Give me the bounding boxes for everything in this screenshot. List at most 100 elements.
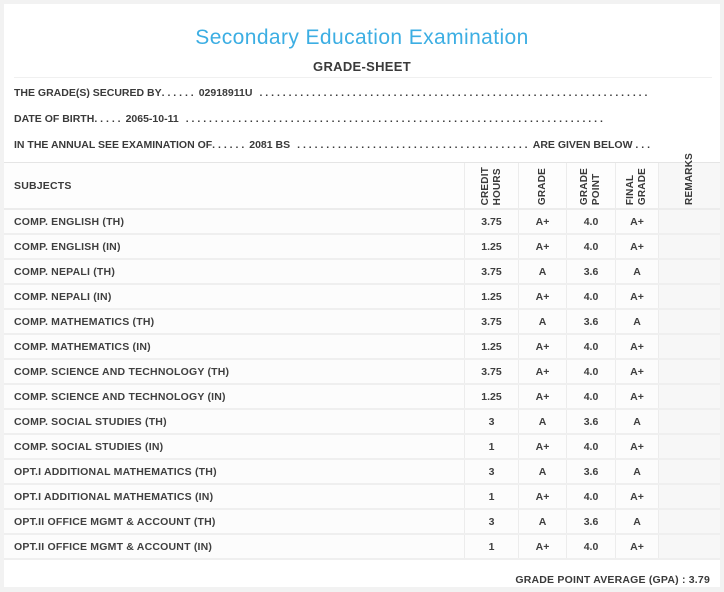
grade-cell: A+ <box>518 235 566 258</box>
final-grade-cell: A <box>615 460 658 483</box>
dot-leader: . . . . . . <box>212 139 245 151</box>
grade-cell: A+ <box>518 360 566 383</box>
final-grade-cell: A+ <box>615 335 658 358</box>
examination-year-value: 2081 BS <box>249 139 291 151</box>
grade-point-cell: 4.0 <box>566 210 615 233</box>
table-row: COMP. NEPALI (IN) 1.25 A+ 4.0 A+ <box>4 285 720 310</box>
remarks-cell <box>658 260 720 283</box>
final-grade-cell: A+ <box>615 385 658 408</box>
grade-column-header: GRADE <box>518 163 566 208</box>
grade-point-cell: 3.6 <box>566 410 615 433</box>
grade-cell: A <box>518 510 566 533</box>
final-grade-cell: A <box>615 410 658 433</box>
table-row: OPT.II OFFICE MGMT & ACCOUNT (IN) 1 A+ 4… <box>4 535 720 560</box>
remarks-cell <box>658 435 720 458</box>
grade-point-cell: 4.0 <box>566 360 615 383</box>
remarks-cell <box>658 285 720 308</box>
credit-hours-cell: 1 <box>464 435 518 458</box>
subjects-column-header: SUBJECTS <box>14 179 72 192</box>
final-grade-cell: A <box>615 310 658 333</box>
credit-hours-cell: 3 <box>464 510 518 533</box>
credit-hours-cell: 3.75 <box>464 260 518 283</box>
grade-table-header: SUBJECTS CREDIT HOURS GRADE GRADE POINT … <box>4 153 720 210</box>
table-row: COMP. MATHEMATICS (IN) 1.25 A+ 4.0 A+ <box>4 335 720 360</box>
credit-hours-cell: 1.25 <box>464 335 518 358</box>
table-row: OPT.I ADDITIONAL MATHEMATICS (TH) 3 A 3.… <box>4 460 720 485</box>
grade-cell: A+ <box>518 435 566 458</box>
grade-point-column-header: GRADE POINT <box>566 163 615 208</box>
info-label: IN THE ANNUAL SEE EXAMINATION OF <box>14 139 213 151</box>
grade-point-cell: 3.6 <box>566 260 615 283</box>
date-of-birth-value: 2065-10-11 <box>125 113 179 125</box>
subject-cell: COMP. SCIENCE AND TECHNOLOGY (IN) <box>14 390 226 403</box>
info-label: THE GRADE(S) SECURED BY <box>14 87 162 99</box>
final-grade-cell: A+ <box>615 360 658 383</box>
final-grade-cell: A <box>615 510 658 533</box>
grade-point-cell: 4.0 <box>566 335 615 358</box>
final-grade-cell: A+ <box>615 235 658 258</box>
subject-cell: COMP. MATHEMATICS (TH) <box>14 315 155 328</box>
credit-hours-cell: 3.75 <box>464 210 518 233</box>
remarks-cell <box>658 360 720 383</box>
grade-point-cell: 4.0 <box>566 285 615 308</box>
dot-leader: . . . . . . <box>161 87 194 99</box>
symbol-number-value: 02918911U <box>198 87 253 99</box>
remarks-cell <box>658 510 720 533</box>
remarks-cell <box>658 210 720 233</box>
remarks-cell <box>658 235 720 258</box>
credit-hours-cell: 1.25 <box>464 385 518 408</box>
grade-point-cell: 4.0 <box>566 485 615 508</box>
table-row: COMP. SOCIAL STUDIES (TH) 3 A 3.6 A <box>4 410 720 435</box>
credit-hours-cell: 1 <box>464 535 518 558</box>
credit-hours-cell: 3 <box>464 410 518 433</box>
grade-sheet-page: Secondary Education Examination GRADE-SH… <box>4 4 720 587</box>
info-line-symbol-number: THE GRADE(S) SECURED BY . . . . . . 0291… <box>14 80 650 106</box>
table-row: OPT.I ADDITIONAL MATHEMATICS (IN) 1 A+ 4… <box>4 485 720 510</box>
table-row: COMP. ENGLISH (IN) 1.25 A+ 4.0 A+ <box>4 235 720 260</box>
gpa-summary: GRADE POINT AVERAGE (GPA) : 3.79 <box>515 574 710 586</box>
final-grade-cell: A <box>615 260 658 283</box>
info-suffix: ARE GIVEN BELOW . . . <box>532 139 650 151</box>
dot-leader: . . . . . . . . . . . . . . . . . . . . … <box>259 87 648 99</box>
grade-cell: A+ <box>518 335 566 358</box>
dot-leader: . . . . . . . . . . . . . . . . . . . . … <box>297 139 531 151</box>
grade-point-cell: 3.6 <box>566 510 615 533</box>
grade-table: SUBJECTS CREDIT HOURS GRADE GRADE POINT … <box>4 153 720 560</box>
final-grade-cell: A+ <box>615 535 658 558</box>
final-grade-cell: A+ <box>615 435 658 458</box>
subject-cell: COMP. NEPALI (TH) <box>14 265 116 278</box>
remarks-column-header: REMARKS <box>658 153 720 208</box>
grade-cell: A+ <box>518 385 566 408</box>
credit-hours-cell: 3 <box>464 460 518 483</box>
credit-hours-column-header: CREDIT HOURS <box>464 163 518 208</box>
grade-cell: A+ <box>518 285 566 308</box>
credit-hours-cell: 1.25 <box>464 235 518 258</box>
subject-cell: OPT.II OFFICE MGMT & ACCOUNT (TH) <box>14 515 216 528</box>
credit-hours-cell: 1 <box>464 485 518 508</box>
final-grade-cell: A+ <box>615 210 658 233</box>
grade-cell: A+ <box>518 485 566 508</box>
grade-point-cell: 4.0 <box>566 535 615 558</box>
grade-point-cell: 3.6 <box>566 310 615 333</box>
grade-point-cell: 3.6 <box>566 460 615 483</box>
grade-cell: A+ <box>518 535 566 558</box>
subject-cell: COMP. SCIENCE AND TECHNOLOGY (TH) <box>14 365 230 378</box>
credit-hours-cell: 3.75 <box>464 360 518 383</box>
grade-cell: A <box>518 460 566 483</box>
grade-point-cell: 4.0 <box>566 385 615 408</box>
remarks-cell <box>658 335 720 358</box>
subject-cell: OPT.II OFFICE MGMT & ACCOUNT (IN) <box>14 540 213 553</box>
final-grade-cell: A+ <box>615 485 658 508</box>
remarks-cell <box>658 385 720 408</box>
subject-cell: COMP. MATHEMATICS (IN) <box>14 340 151 353</box>
subject-cell: COMP. ENGLISH (IN) <box>14 240 121 253</box>
grade-cell: A+ <box>518 210 566 233</box>
table-row: COMP. MATHEMATICS (TH) 3.75 A 3.6 A <box>4 310 720 335</box>
subject-cell: COMP. SOCIAL STUDIES (TH) <box>14 415 167 428</box>
page-title: Secondary Education Examination <box>195 26 529 49</box>
table-row: OPT.II OFFICE MGMT & ACCOUNT (TH) 3 A 3.… <box>4 510 720 535</box>
credit-hours-cell: 3.75 <box>464 310 518 333</box>
table-row: COMP. SCIENCE AND TECHNOLOGY (TH) 3.75 A… <box>4 360 720 385</box>
grade-cell: A <box>518 310 566 333</box>
subject-cell: COMP. SOCIAL STUDIES (IN) <box>14 440 164 453</box>
